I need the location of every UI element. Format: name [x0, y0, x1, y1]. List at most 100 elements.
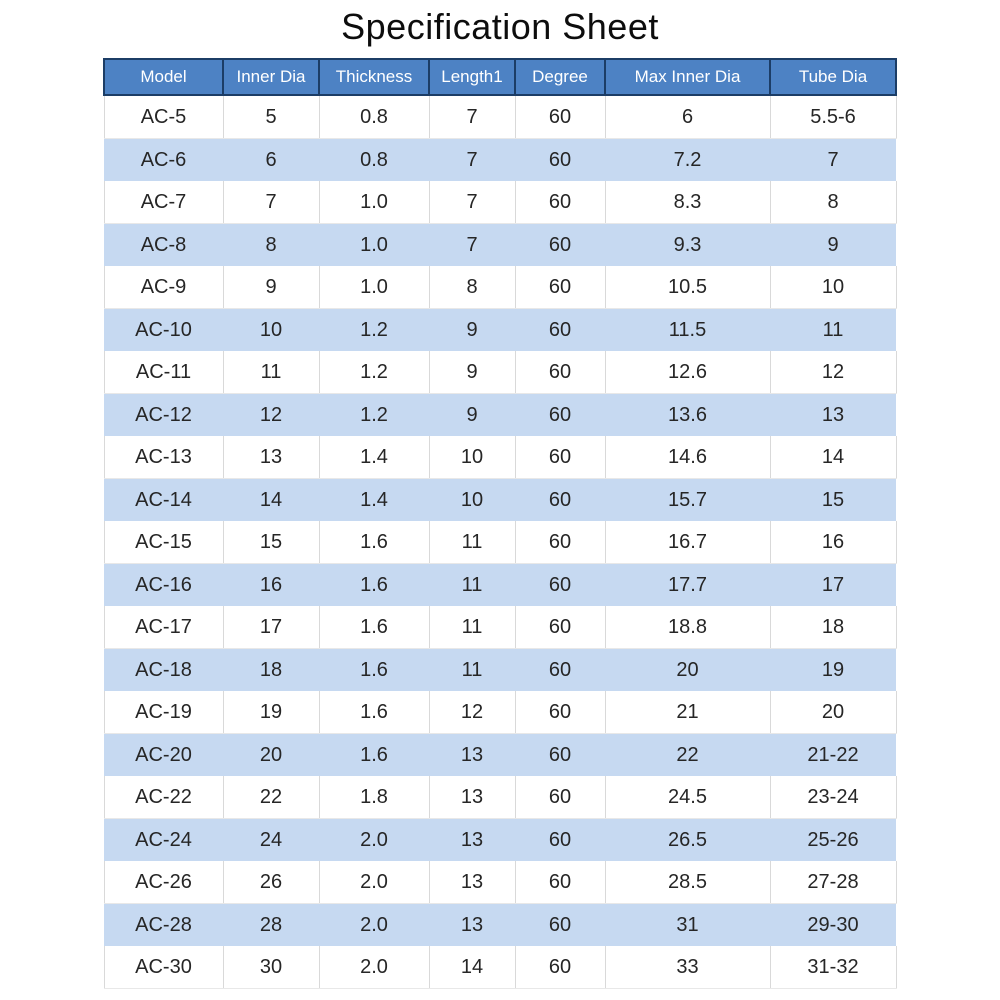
table-cell: 26.5 [605, 818, 770, 861]
table-cell: AC-13 [103, 436, 224, 479]
table-cell: 60 [515, 818, 605, 861]
table-cell: 13 [428, 861, 516, 904]
table-cell: 60 [515, 393, 605, 436]
table-cell: AC-30 [103, 946, 224, 989]
table-row: AC-19 19 1.6 12 60 21 20 [103, 691, 897, 734]
column-header: Degree [514, 58, 606, 96]
table-cell: 60 [515, 138, 605, 181]
table-cell: 17 [770, 563, 896, 606]
table-cell: 11 [222, 351, 320, 394]
table-cell: AC-24 [104, 818, 223, 861]
table-cell: AC-17 [103, 606, 224, 649]
table-cell: 1.4 [318, 436, 430, 479]
table-cell: 31-32 [769, 946, 897, 989]
table-cell: 1.2 [319, 308, 429, 351]
table-cell: 11 [770, 308, 896, 351]
table-cell: 29-30 [770, 903, 896, 946]
table-cell: 25-26 [770, 818, 896, 861]
table-cell: 12 [769, 351, 897, 394]
table-cell: 2.0 [319, 903, 429, 946]
table-cell: 0.8 [318, 95, 430, 139]
table-cell: 60 [514, 266, 606, 309]
table-cell: 1.8 [318, 776, 430, 819]
table-row: AC-14 14 1.4 10 60 15.7 15 [104, 478, 896, 521]
table-cell: AC-6 [104, 138, 223, 181]
table-row: AC-10 10 1.2 9 60 11.5 11 [104, 308, 896, 351]
table-cell: 8.3 [604, 181, 771, 224]
table-cell: 22 [605, 733, 770, 776]
table-cell: AC-14 [104, 478, 223, 521]
table-cell: 60 [515, 308, 605, 351]
table-cell: 1.6 [318, 521, 430, 564]
table-cell: 2.0 [319, 818, 429, 861]
table-row: AC-24 24 2.0 13 60 26.5 25-26 [104, 818, 896, 861]
table-cell: 10 [769, 266, 897, 309]
table-cell: AC-22 [103, 776, 224, 819]
table-row: AC-18 18 1.6 11 60 20 19 [104, 648, 896, 691]
table-cell: 11 [428, 521, 516, 564]
column-header: Max Inner Dia [604, 58, 771, 96]
table-cell: 60 [514, 946, 606, 989]
table-cell: 60 [514, 776, 606, 819]
table-cell: AC-20 [104, 733, 223, 776]
table-row: AC-17 17 1.6 11 60 18.8 18 [103, 606, 897, 649]
table-cell: 60 [514, 606, 606, 649]
table-cell: AC-8 [104, 223, 223, 266]
table-cell: AC-10 [104, 308, 223, 351]
table-cell: 16 [769, 521, 897, 564]
table-row: AC-20 20 1.6 13 60 22 21-22 [104, 733, 896, 776]
table-cell: AC-12 [104, 393, 223, 436]
table-cell: 20 [769, 691, 897, 734]
table-cell: 19 [770, 648, 896, 691]
table-cell: 28.5 [604, 861, 771, 904]
table-cell: 10 [429, 478, 515, 521]
table-cell: 9.3 [605, 223, 770, 266]
table-cell: 1.6 [319, 563, 429, 606]
table-cell: 7 [770, 138, 896, 181]
table-cell: 21-22 [770, 733, 896, 776]
table-cell: 11.5 [605, 308, 770, 351]
table-cell: 13.6 [605, 393, 770, 436]
table-cell: 11 [429, 648, 515, 691]
column-header: Model [103, 58, 224, 96]
table-cell: 13 [429, 733, 515, 776]
table-cell: 60 [514, 691, 606, 734]
table-cell: 8 [769, 181, 897, 224]
table-cell: 17.7 [605, 563, 770, 606]
table-cell: 16 [223, 563, 319, 606]
table-cell: 5.5-6 [769, 95, 897, 139]
table-cell: 1.6 [318, 691, 430, 734]
table-cell: 2.0 [318, 861, 430, 904]
table-cell: 11 [428, 606, 516, 649]
table-cell: 1.2 [318, 351, 430, 394]
table-cell: 12.6 [604, 351, 771, 394]
table-cell: 22 [222, 776, 320, 819]
table-cell: 7 [428, 95, 516, 139]
table-cell: 60 [515, 563, 605, 606]
table-cell: 9 [429, 308, 515, 351]
table-cell: 18.8 [604, 606, 771, 649]
table-cell: 60 [514, 181, 606, 224]
table-cell: AC-5 [103, 95, 224, 139]
table-cell: 12 [223, 393, 319, 436]
table-cell: 15.7 [605, 478, 770, 521]
table-cell: 1.4 [319, 478, 429, 521]
table-cell: AC-18 [104, 648, 223, 691]
table-cell: 13 [770, 393, 896, 436]
table-cell: 14 [223, 478, 319, 521]
table-row: AC-26 26 2.0 13 60 28.5 27-28 [103, 861, 897, 904]
table-cell: 1.0 [319, 223, 429, 266]
table-cell: 14 [428, 946, 516, 989]
table-row: AC-6 6 0.8 7 60 7.2 7 [104, 138, 896, 181]
table-cell: 7 [429, 223, 515, 266]
table-cell: 21 [604, 691, 771, 734]
table-cell: 8 [223, 223, 319, 266]
table-cell: 31 [605, 903, 770, 946]
table-cell: 14.6 [604, 436, 771, 479]
table-cell: 9 [222, 266, 320, 309]
table-cell: 16.7 [604, 521, 771, 564]
column-header: Thickness [318, 58, 430, 96]
table-cell: AC-9 [103, 266, 224, 309]
table-cell: 7 [428, 181, 516, 224]
table-cell: 17 [222, 606, 320, 649]
